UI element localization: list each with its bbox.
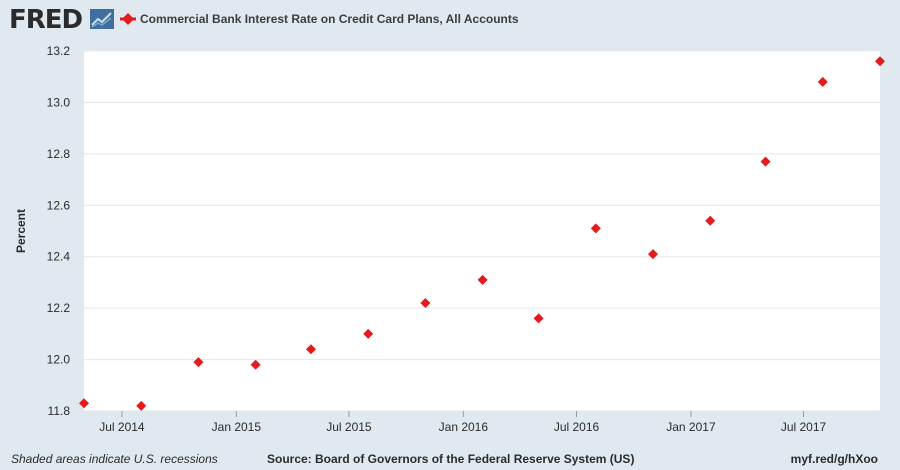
data-points bbox=[79, 56, 885, 411]
chart-short-link[interactable]: myf.red/g/hXoo bbox=[790, 452, 878, 466]
data-point[interactable] bbox=[477, 274, 488, 285]
y-tick-label: 12.4 bbox=[47, 250, 71, 264]
data-point[interactable] bbox=[533, 313, 544, 324]
data-point[interactable] bbox=[875, 56, 885, 67]
x-tick-label: Jul 2017 bbox=[781, 420, 827, 434]
scatter-chart: 11.8 12.0 12.2 12.4 12.6 12.8 13.0 13.2 Jul 201… bbox=[14, 44, 885, 434]
data-point[interactable] bbox=[193, 357, 204, 368]
data-point[interactable] bbox=[136, 400, 147, 411]
fred-logo[interactable]: FRED bbox=[9, 5, 83, 35]
y-axis-label: Percent bbox=[14, 209, 28, 253]
x-tick-label: Jan 2017 bbox=[666, 420, 716, 434]
data-point[interactable] bbox=[250, 359, 261, 370]
y-tick-label: 12.8 bbox=[47, 147, 71, 161]
x-tick-label: Jan 2016 bbox=[439, 420, 489, 434]
y-tick-label: 13.2 bbox=[47, 44, 71, 58]
data-point[interactable] bbox=[363, 328, 374, 339]
data-point[interactable] bbox=[648, 249, 659, 260]
x-tick-label: Jul 2015 bbox=[326, 420, 372, 434]
recession-note: Shaded areas indicate U.S. recessions bbox=[11, 452, 218, 466]
y-tick-label: 12.6 bbox=[47, 198, 71, 212]
source-note: Source: Board of Governors of the Federa… bbox=[267, 452, 635, 466]
y-axis-ticks: 11.8 12.0 12.2 12.4 12.6 12.8 13.0 13.2 bbox=[47, 44, 71, 418]
data-point[interactable] bbox=[705, 215, 716, 226]
red-diamond-line-icon bbox=[120, 13, 136, 25]
x-tick-label: Jul 2016 bbox=[554, 420, 600, 434]
x-axis-ticks: Jul 2014 Jan 2015 Jul 2015 Jan 2016 Jul 2016… bbox=[99, 411, 827, 434]
data-point[interactable] bbox=[79, 398, 89, 409]
y-tick-label: 12.0 bbox=[47, 353, 71, 367]
data-point[interactable] bbox=[305, 344, 316, 355]
x-tick-label: Jul 2014 bbox=[99, 420, 145, 434]
chart-footer: Shaded areas indicate U.S. recessions So… bbox=[0, 450, 900, 468]
legend-series-label: Commercial Bank Interest Rate on Credit … bbox=[140, 12, 519, 26]
plot-area bbox=[84, 51, 880, 411]
data-point[interactable] bbox=[817, 76, 828, 87]
y-tick-label: 11.8 bbox=[48, 404, 71, 418]
data-point[interactable] bbox=[590, 223, 601, 234]
data-point[interactable] bbox=[420, 298, 431, 308]
data-point[interactable] bbox=[760, 156, 771, 167]
x-tick-label: Jan 2015 bbox=[212, 420, 262, 434]
fred-chart-icon bbox=[90, 9, 114, 29]
y-tick-label: 13.0 bbox=[47, 95, 71, 109]
grid-lines bbox=[84, 50, 880, 412]
y-tick-label: 12.2 bbox=[47, 301, 71, 315]
chart-header: FRED Commercial Bank Interest Rate on Cr… bbox=[0, 0, 900, 40]
